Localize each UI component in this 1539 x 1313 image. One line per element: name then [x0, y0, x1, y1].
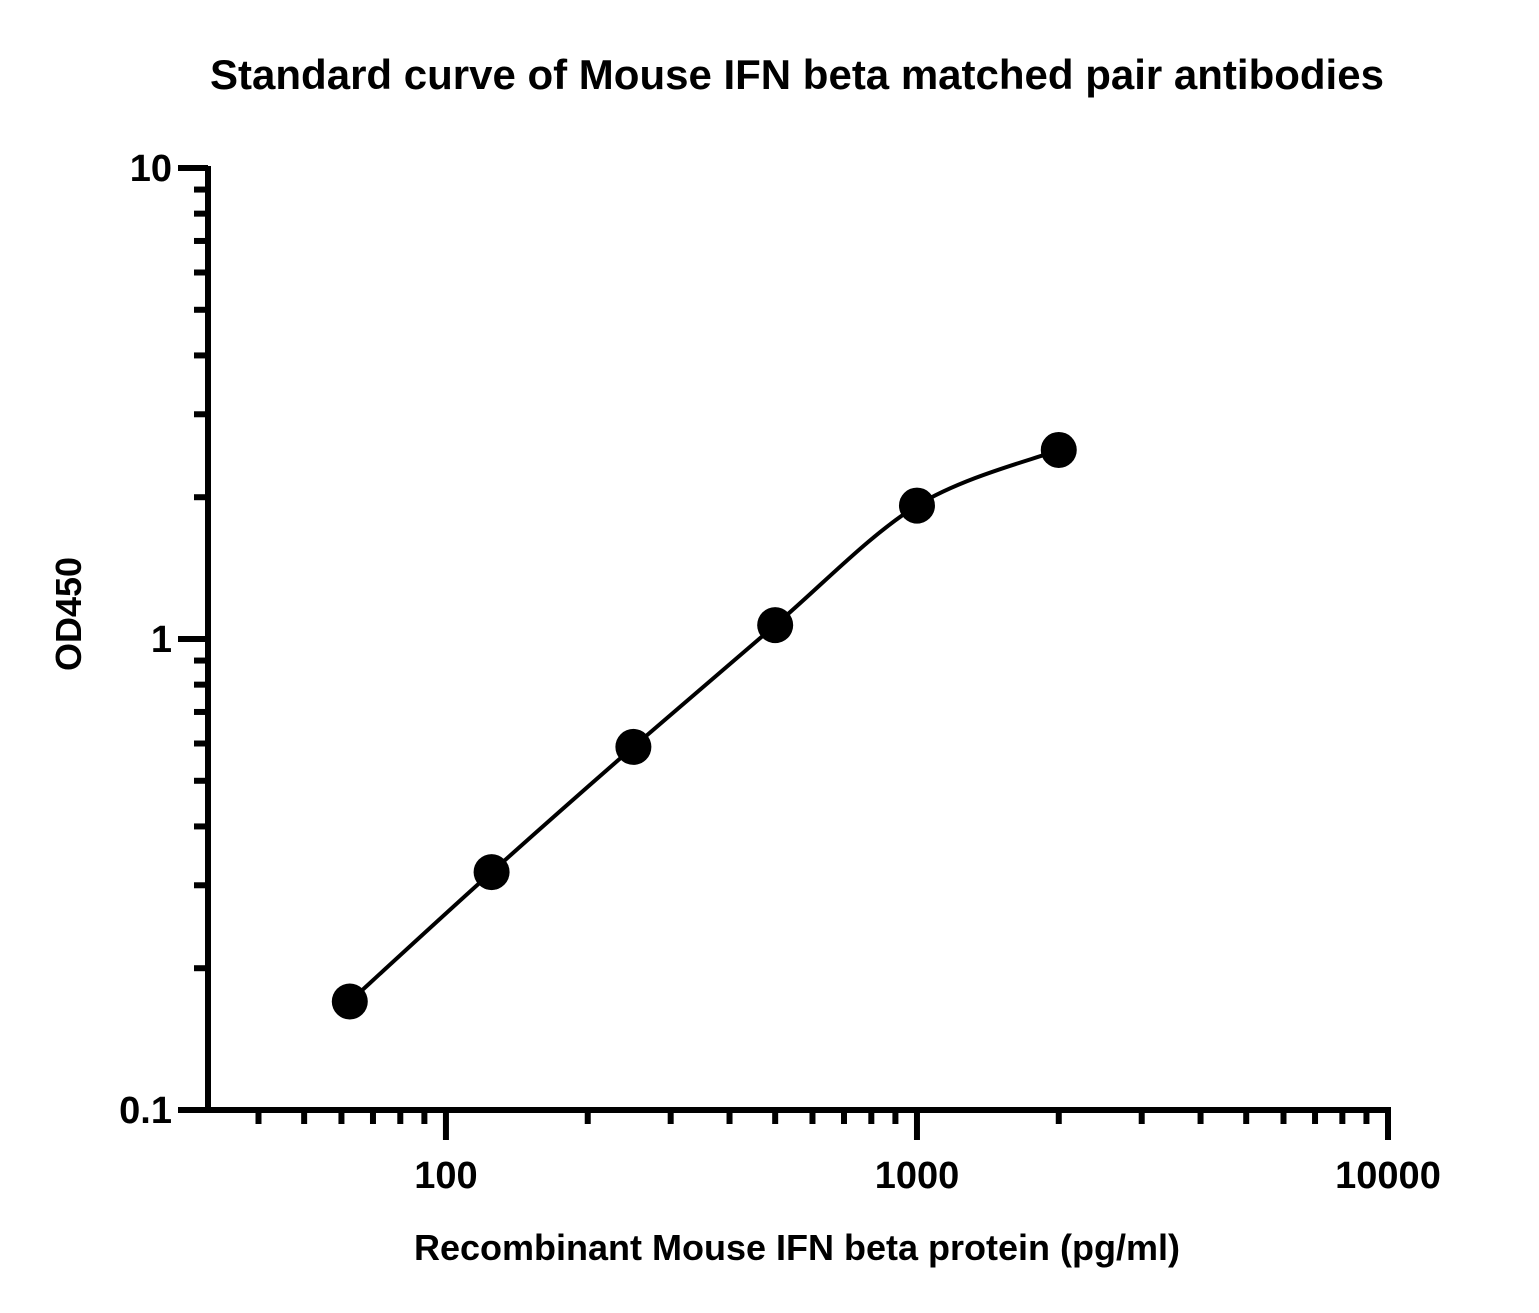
data-point [898, 487, 935, 524]
data-point [331, 983, 368, 1020]
data-point [757, 607, 794, 644]
data-point [615, 728, 652, 765]
x-axis-label: Recombinant Mouse IFN beta protein (pg/m… [414, 1227, 1180, 1268]
data-points [331, 431, 1077, 1020]
chart-title: Standard curve of Mouse IFN beta matched… [210, 51, 1384, 98]
x-tick-label: 10000 [1335, 1155, 1441, 1197]
x-tick-label: 100 [414, 1155, 477, 1197]
y-axis-label: OD450 [48, 557, 89, 671]
fit-curve [348, 448, 1060, 1003]
y-tick-label: 10 [130, 148, 172, 190]
y-tick-label: 1 [151, 619, 172, 661]
y-axis: 0.1 1 10 [119, 148, 211, 1132]
data-point [473, 854, 510, 891]
x-tick-label: 1000 [875, 1155, 960, 1197]
y-tick-label: 0.1 [119, 1090, 172, 1132]
x-axis: 100 1000 10000 [205, 1107, 1441, 1197]
data-point [1040, 431, 1077, 468]
